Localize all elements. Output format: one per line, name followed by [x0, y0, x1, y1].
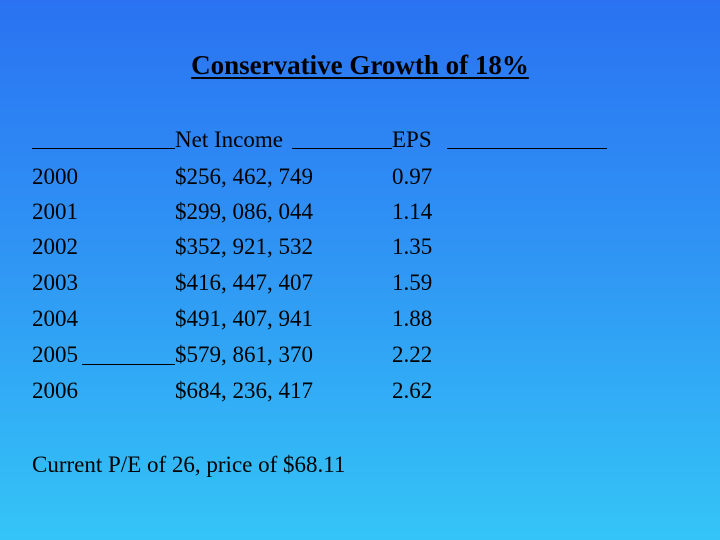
row-year: 2000: [32, 164, 78, 189]
row-net-income: $416, 447, 407: [175, 270, 313, 295]
row-year: 2001: [32, 199, 78, 224]
row-year: 2004: [32, 306, 78, 331]
row-net-income: $256, 462, 749: [175, 164, 313, 189]
row-net-income: $684, 236, 417: [175, 378, 313, 403]
row-net-income: $579, 861, 370: [175, 342, 313, 367]
row-eps: 1.88: [392, 306, 433, 331]
row-year: 2003: [32, 270, 78, 295]
pe-price-note: Current P/E of 26, price of $68.11: [32, 452, 346, 477]
row-eps: 2.62: [392, 378, 433, 403]
row-eps: 0.97: [392, 164, 433, 189]
header-gap-underline: [292, 148, 392, 149]
slide-title: Conservative Growth of 18%: [191, 50, 529, 80]
eps-header: EPS: [392, 127, 432, 152]
row-year: 2006: [32, 378, 78, 403]
header-eps-underline: [447, 148, 607, 149]
row-eps: 1.59: [392, 270, 433, 295]
net-income-header: Net Income: [175, 127, 283, 152]
row-eps: 1.35: [392, 234, 433, 259]
row-year: 2005: [32, 342, 78, 367]
row-eps: 1.14: [392, 199, 433, 224]
row-2005-underline: [82, 364, 175, 365]
header-year-underline: [32, 148, 175, 149]
row-eps: 2.22: [392, 342, 433, 367]
row-year: 2002: [32, 234, 78, 259]
row-net-income: $491, 407, 941: [175, 306, 313, 331]
row-net-income: $352, 921, 532: [175, 234, 313, 259]
row-net-income: $299, 086, 044: [175, 199, 313, 224]
